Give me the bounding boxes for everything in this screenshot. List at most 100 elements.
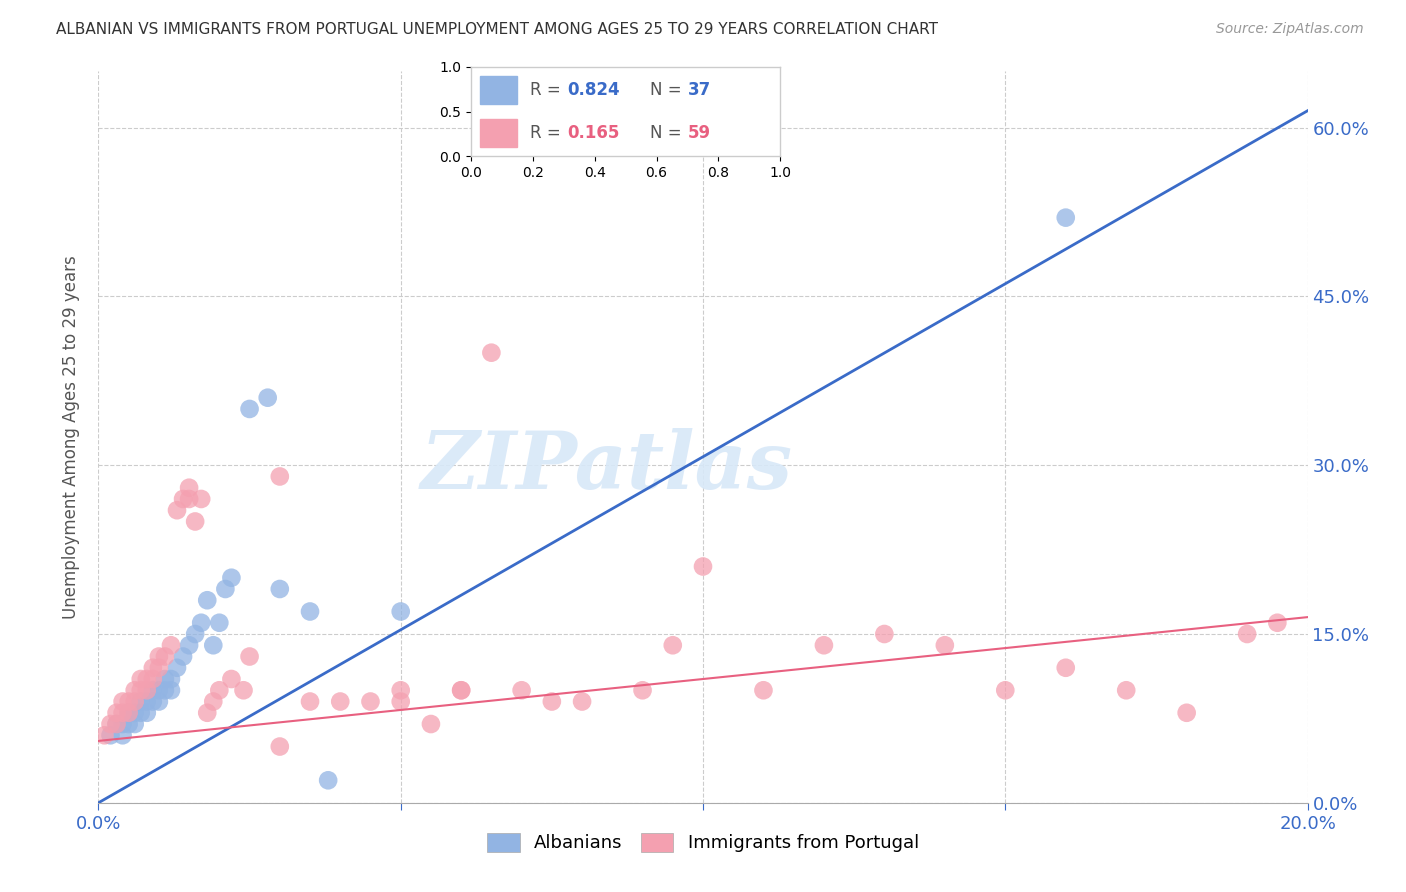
Point [166,503,188,517]
Point [190,491,212,506]
Point [1175,706,1198,720]
Point [221,672,243,686]
Point [540,694,562,708]
Text: 37: 37 [688,81,711,99]
Point [813,638,835,652]
Point [510,683,533,698]
Point [232,683,254,698]
Point [221,571,243,585]
Point [105,717,128,731]
Text: ZIPatlas: ZIPatlas [420,427,793,505]
Point [172,491,194,506]
Point [269,582,291,596]
Text: R =: R = [530,81,565,99]
Point [179,481,201,495]
Point [160,672,183,686]
Bar [481,76,517,104]
Point [93,728,115,742]
Point [148,649,170,664]
Point [124,683,146,698]
Point [160,683,183,698]
Text: Source: ZipAtlas.com: Source: ZipAtlas.com [1216,22,1364,37]
Point [153,683,176,698]
Point [111,706,134,720]
Point [142,661,165,675]
Point [118,717,141,731]
Point [124,717,146,731]
Point [129,683,152,698]
Point [631,683,654,698]
Point [329,694,352,708]
Point [661,638,683,652]
Point [124,706,146,720]
Point [135,706,157,720]
Point [214,582,236,596]
Text: R =: R = [530,124,565,142]
Point [1267,615,1289,630]
Text: 0.165: 0.165 [567,124,619,142]
Point [299,605,322,619]
Point [153,672,176,686]
Point [166,661,188,675]
Point [172,649,194,664]
Point [873,627,896,641]
Point [994,683,1017,698]
Point [450,683,472,698]
Point [1115,683,1137,698]
Point [202,638,225,652]
Point [100,728,122,742]
Point [129,694,152,708]
Point [184,515,207,529]
Point [142,683,165,698]
Point [111,728,134,742]
Point [450,683,472,698]
Point [129,706,152,720]
Point [179,491,201,506]
Point [184,627,207,641]
Point [389,683,412,698]
Point [118,694,141,708]
Point [239,649,262,664]
Text: 0.824: 0.824 [567,81,620,99]
Point [934,638,956,652]
Point [299,694,322,708]
Point [481,345,503,359]
Point [160,638,183,652]
Point [752,683,775,698]
Y-axis label: Unemployment Among Ages 25 to 29 years: Unemployment Among Ages 25 to 29 years [62,255,80,619]
Point [135,694,157,708]
Point [1054,661,1077,675]
Bar [481,119,517,147]
Text: 59: 59 [688,124,710,142]
Point [256,391,278,405]
Point [195,593,218,607]
Point [129,672,152,686]
Point [1054,211,1077,225]
Point [135,683,157,698]
Point [111,717,134,731]
Point [389,694,412,708]
Point [239,401,262,416]
Point [135,672,157,686]
Point [148,661,170,675]
Point [208,683,231,698]
Point [1236,627,1258,641]
Text: N =: N = [651,124,688,142]
Text: ALBANIAN VS IMMIGRANTS FROM PORTUGAL UNEMPLOYMENT AMONG AGES 25 TO 29 YEARS CORR: ALBANIAN VS IMMIGRANTS FROM PORTUGAL UNE… [56,22,938,37]
Point [118,706,141,720]
Point [571,694,593,708]
Point [124,694,146,708]
Legend: Albanians, Immigrants from Portugal: Albanians, Immigrants from Portugal [479,826,927,860]
Point [105,717,128,731]
Text: N =: N = [651,81,688,99]
Point [148,694,170,708]
Point [179,638,201,652]
Point [105,706,128,720]
Point [153,649,176,664]
Point [269,739,291,754]
Point [190,615,212,630]
Point [208,615,231,630]
Point [360,694,382,708]
Point [420,717,443,731]
Point [111,694,134,708]
